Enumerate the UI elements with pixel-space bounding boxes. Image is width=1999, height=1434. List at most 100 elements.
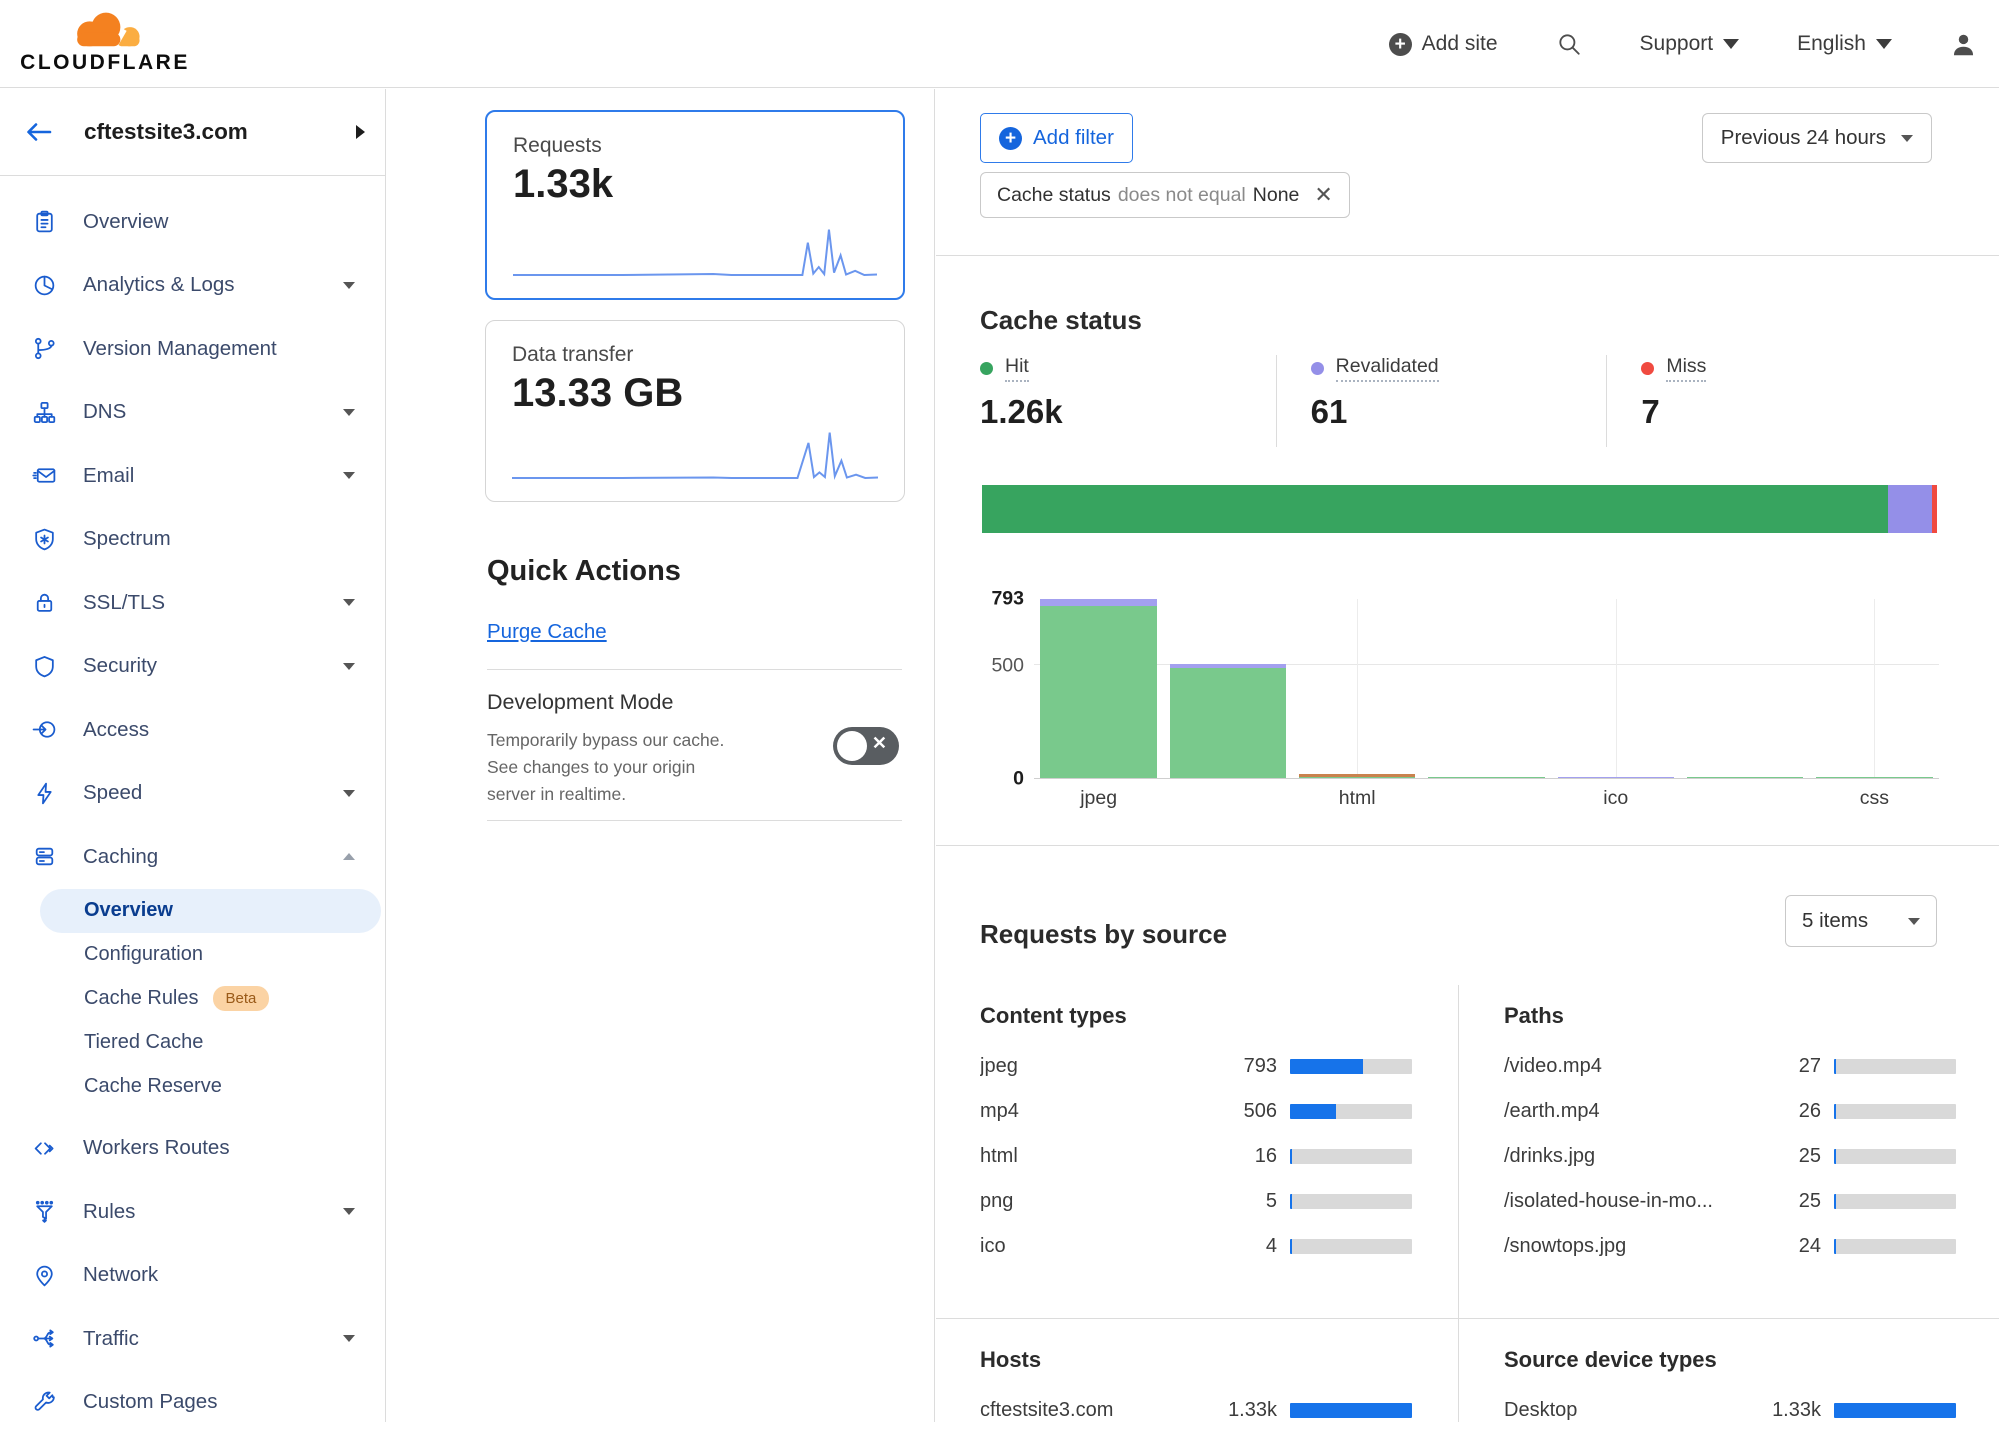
support-menu[interactable]: Support [1640,32,1740,56]
wrench-icon [30,1390,58,1415]
cache-status-distribution-bar [982,485,1937,533]
divider [936,1318,1999,1319]
remove-filter-icon[interactable]: ✕ [1314,184,1332,206]
sidebar-item-email[interactable]: Email [0,444,385,508]
items-count-select[interactable]: 5 items [1785,895,1937,947]
data-transfer-label: Data transfer [512,343,878,367]
source-device-types-title: Source device types [1504,1347,1956,1373]
map-pin-icon [30,1263,58,1288]
value-bar [1290,1403,1412,1418]
list-item[interactable]: /isolated-house-in-mo... 25 [1504,1179,1956,1224]
list-item[interactable]: /video.mp4 27 [1504,1044,1956,1089]
purge-cache-link[interactable]: Purge Cache [487,620,607,644]
search-icon[interactable] [1556,31,1582,57]
sidebar-item-rules[interactable]: Rules [0,1180,385,1244]
language-menu[interactable]: English [1797,32,1892,56]
sidebar-subitem-configuration[interactable]: Configuration [40,933,381,977]
chevron-down-icon [343,663,355,670]
value-bar [1290,1194,1412,1209]
requests-sparkline [513,226,877,280]
chevron-down-icon [1901,135,1913,142]
data-transfer-metric-card[interactable]: Data transfer 13.33 GB [485,320,905,502]
login-arrow-icon [30,717,58,742]
lightning-icon [30,781,58,806]
list-item[interactable]: html 16 [980,1134,1412,1179]
sidebar-item-analytics-logs[interactable]: Analytics & Logs [0,254,385,318]
brand-wordmark: CLOUDFLARE [20,51,190,75]
chevron-down-icon [343,1208,355,1215]
revalidated-label[interactable]: Revalidated [1336,355,1439,382]
sidebar-subitem-cache-rules[interactable]: Cache Rules Beta [40,977,381,1021]
sidebar-subitem-caching-overview[interactable]: Overview [40,889,381,933]
sidebar-item-speed[interactable]: Speed [0,762,385,826]
chevron-down-icon [343,472,355,479]
development-mode-title: Development Mode [487,690,673,715]
list-item[interactable]: jpeg 793 [980,1044,1412,1089]
paths-title: Paths [1504,1003,1956,1029]
sidebar-nav: Overview Analytics & Logs Version Manage… [0,176,385,1434]
chevron-down-icon [343,1335,355,1342]
git-branch-icon [30,336,58,361]
hierarchy-icon [30,400,58,425]
clipboard-icon [30,209,58,234]
sidebar-item-security[interactable]: Security [0,635,385,699]
add-site-button[interactable]: + Add site [1389,32,1498,56]
sidebar-item-version-management[interactable]: Version Management [0,317,385,381]
list-item[interactable]: /snowtops.jpg 24 [1504,1224,1956,1269]
hit-label[interactable]: Hit [1005,355,1029,382]
cloudflare-logo[interactable]: CLOUDFLARE [20,5,190,75]
sidebar-item-network[interactable]: Network [0,1244,385,1308]
add-filter-button[interactable]: + Add filter [980,113,1133,163]
requests-label: Requests [513,134,877,158]
share-nodes-icon [30,1326,58,1351]
sidebar-item-dns[interactable]: DNS [0,381,385,445]
hosts-group: Hosts cftestsite3.com 1.33k [980,1347,1412,1433]
sidebar-item-traffic[interactable]: Traffic [0,1307,385,1371]
miss-label[interactable]: Miss [1666,355,1706,382]
divider [1458,985,1459,1318]
hit-dot [980,362,993,375]
quick-actions-title: Quick Actions [487,555,681,588]
list-item[interactable]: /earth.mp4 26 [1504,1089,1956,1134]
filter-field: Cache status [997,184,1111,207]
hit-value: 1.26k [980,393,1276,431]
source-device-types-group: Source device types Desktop 1.33k [1504,1347,1956,1433]
data-transfer-sparkline [512,429,878,483]
divider [936,255,1999,256]
envelope-icon [30,463,58,488]
list-item[interactable]: cftestsite3.com 1.33k [980,1388,1412,1433]
sidebar-item-ssl-tls[interactable]: SSL/TLS [0,571,385,635]
list-item[interactable]: /drinks.jpg 25 [1504,1134,1956,1179]
divider [487,669,902,670]
sidebar-item-custom-pages[interactable]: Custom Pages [0,1371,385,1434]
value-bar [1290,1104,1412,1119]
sidebar-item-workers-routes[interactable]: Workers Routes [0,1117,385,1181]
development-mode-toggle[interactable]: ✕ [833,727,899,765]
list-item[interactable]: mp4 506 [980,1089,1412,1134]
list-item[interactable]: ico 4 [980,1224,1412,1269]
plus-icon: + [999,127,1022,150]
chevron-down-icon [343,282,355,289]
filter-chip[interactable]: Cache status does not equal None ✕ [980,172,1350,218]
data-transfer-value: 13.33 GB [512,371,878,416]
value-bar [1834,1239,1956,1254]
code-brackets-icon [30,1136,58,1161]
paths-group: Paths /video.mp4 27 /earth.mp4 26 /drink… [1504,1003,1956,1269]
site-header: cftestsite3.com [0,89,385,176]
back-arrow-icon[interactable] [24,120,54,144]
sidebar-subitem-tiered-cache[interactable]: Tiered Cache [40,1021,381,1065]
sidebar-item-caching[interactable]: Caching [0,825,385,889]
sidebar-subitem-cache-reserve[interactable]: Cache Reserve [40,1065,381,1109]
list-item[interactable]: png 5 [980,1179,1412,1224]
plus-icon: + [1389,33,1412,56]
list-item[interactable]: Desktop 1.33k [1504,1388,1956,1433]
chevron-down-icon [1876,39,1892,49]
time-range-select[interactable]: Previous 24 hours [1702,113,1932,163]
sidebar-item-overview[interactable]: Overview [0,190,385,254]
content-types-title: Content types [980,1003,1412,1029]
user-account-icon[interactable] [1950,31,1977,58]
requests-metric-card[interactable]: Requests 1.33k [485,110,905,300]
chevron-right-icon[interactable] [356,125,365,139]
sidebar-item-spectrum[interactable]: Spectrum [0,508,385,572]
sidebar-item-access[interactable]: Access [0,698,385,762]
